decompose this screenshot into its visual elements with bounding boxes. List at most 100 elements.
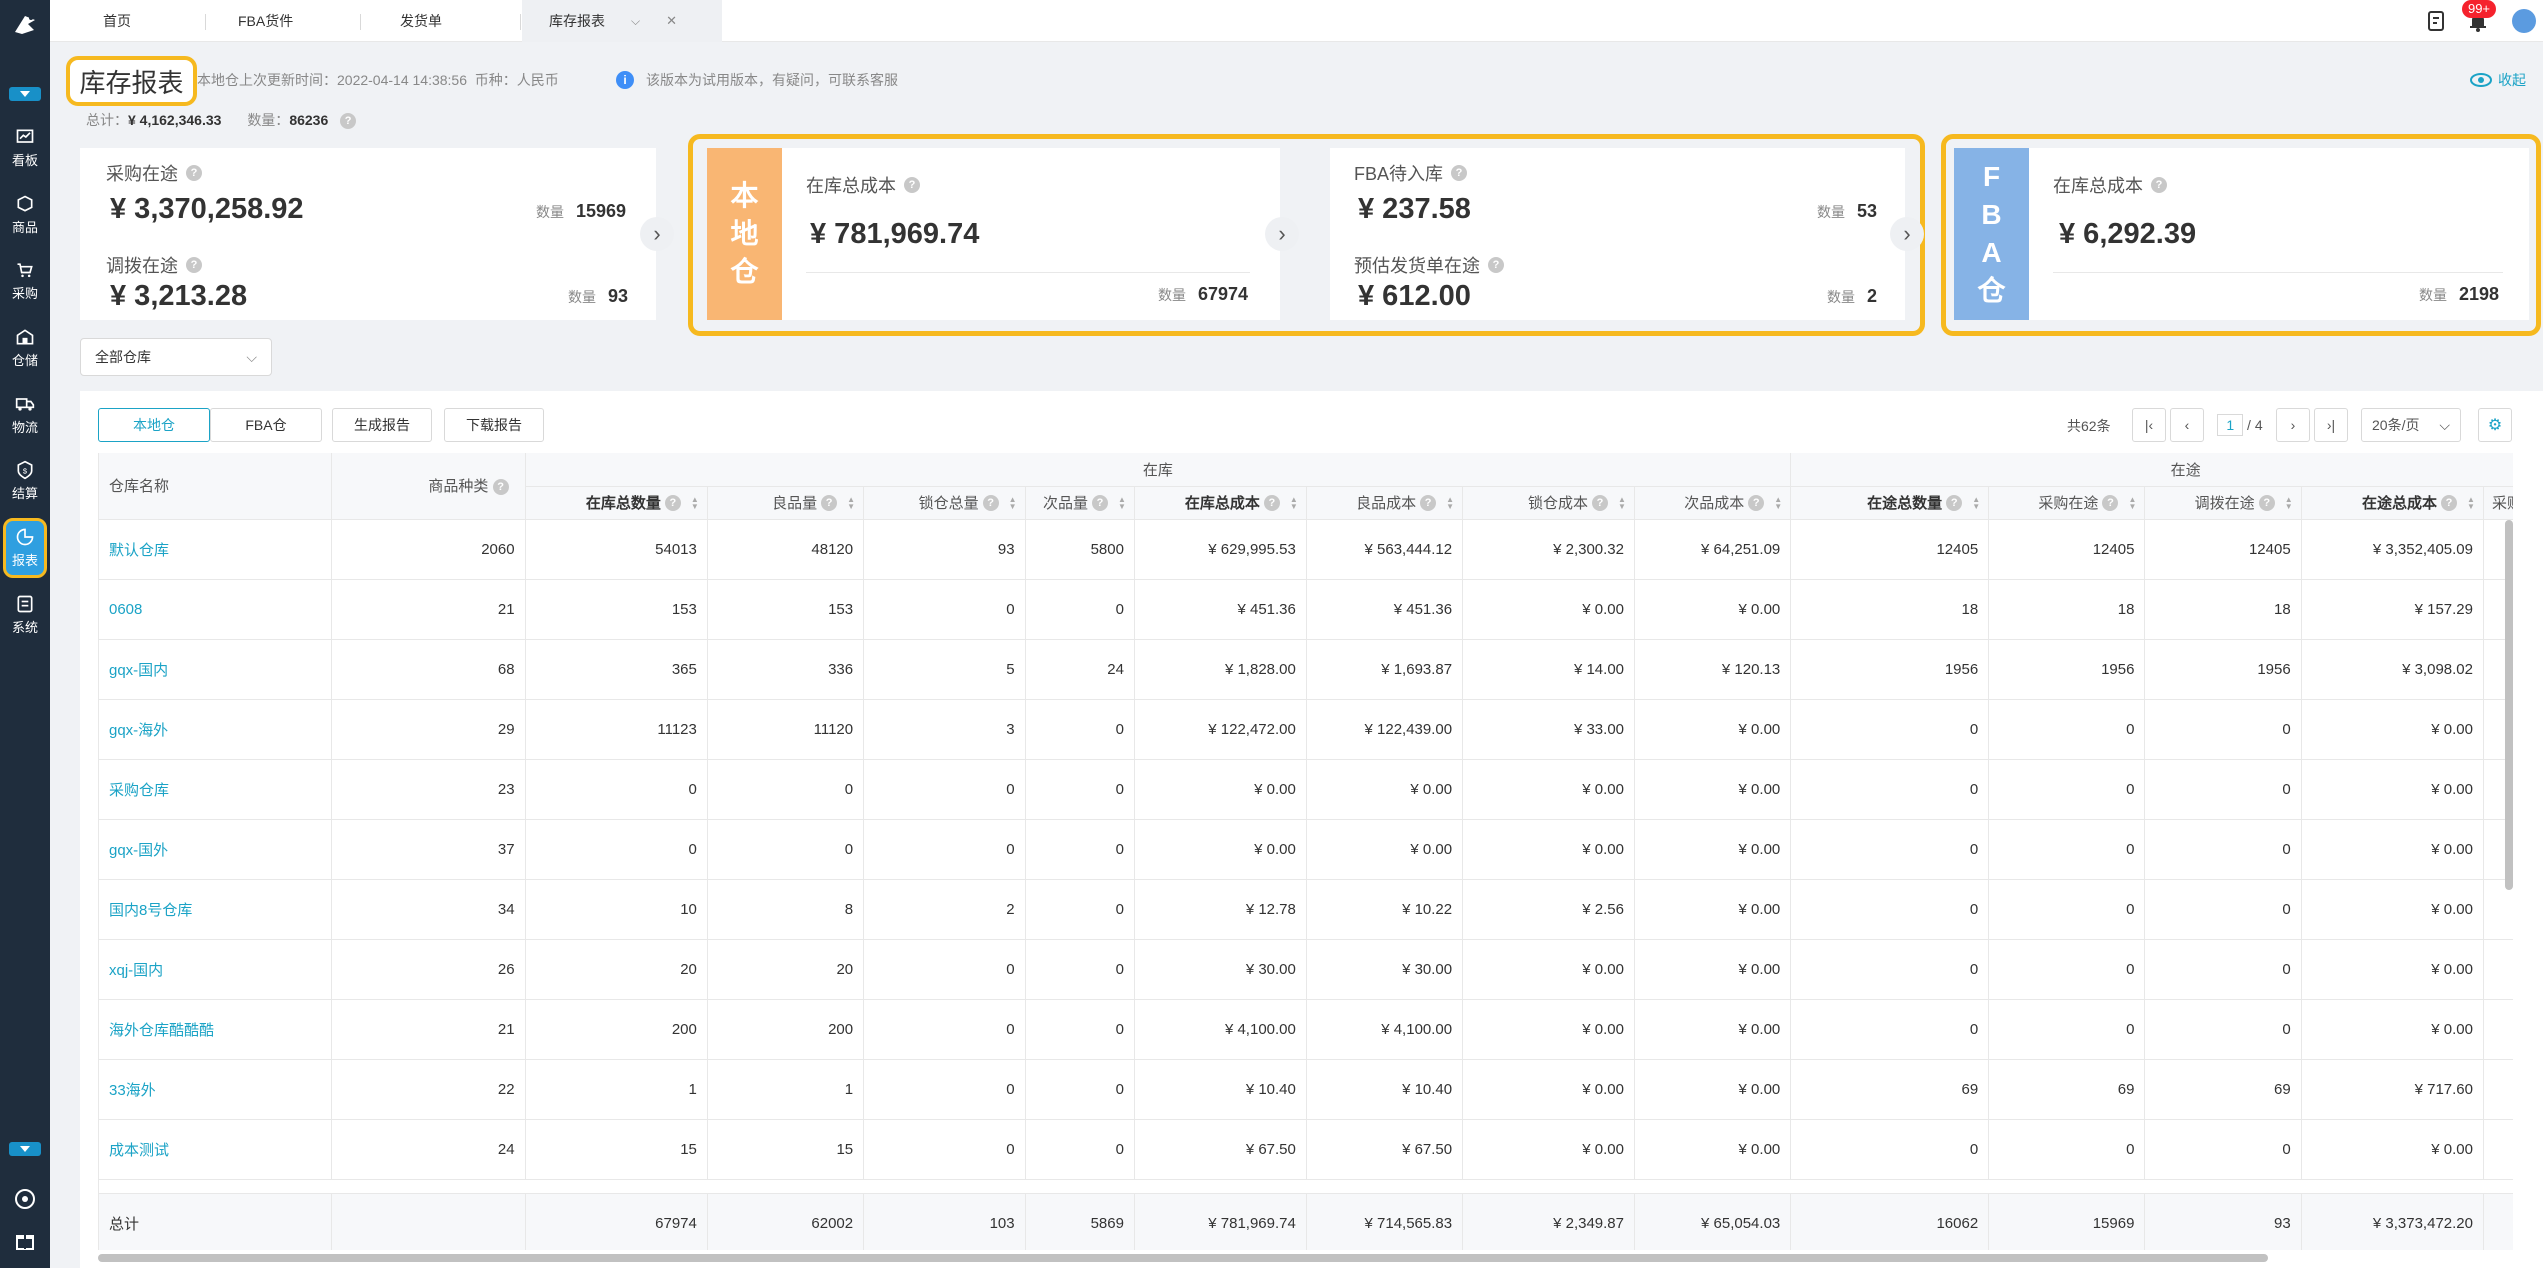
help-icon[interactable]: ? <box>982 494 999 511</box>
first-page-button[interactable]: |‹ <box>2132 408 2166 442</box>
warehouse-name-link[interactable]: 默认仓库 <box>99 519 332 580</box>
column-header[interactable]: 采购在途成 <box>2483 486 2513 520</box>
sidebar-collapse-toggle[interactable] <box>9 1142 41 1156</box>
gift-icon[interactable] <box>13 1228 37 1252</box>
generate-report-button[interactable]: 生成报告 <box>332 408 432 442</box>
collapse-button[interactable]: 收起 <box>2470 70 2526 90</box>
warehouse-name-link[interactable]: 33海外 <box>99 1059 332 1120</box>
column-header[interactable]: 良品成本? ▲ ▼ <box>1306 486 1464 520</box>
help-icon[interactable]: ? <box>1263 494 1280 511</box>
arrow-right-icon[interactable]: › <box>1890 217 1924 251</box>
help-icon[interactable]: ? <box>1451 165 1468 181</box>
help-icon[interactable]: ? <box>492 479 509 496</box>
sort-icon[interactable]: ▲ ▼ <box>1618 494 1626 511</box>
help-icon[interactable]: ? <box>1488 257 1504 273</box>
sidebar-item-dashboard[interactable]: 看板 <box>0 118 50 178</box>
sort-icon[interactable]: ▲ ▼ <box>2467 494 2475 511</box>
last-page-button[interactable]: ›| <box>2314 408 2348 442</box>
prev-page-button[interactable]: ‹ <box>2170 408 2204 442</box>
sort-icon[interactable]: ▲ ▼ <box>1289 494 1298 511</box>
arrow-right-icon[interactable]: › <box>1265 217 1299 251</box>
warehouse-name-link[interactable]: 0608 <box>99 579 332 640</box>
column-header[interactable]: 在库总成本? ▲ ▼ <box>1134 486 1307 520</box>
column-header[interactable]: 在途总数量? ▲ ▼ <box>1790 486 1990 520</box>
tab-shipping-orders[interactable]: 发货单 <box>400 13 442 29</box>
next-page-button[interactable]: › <box>2276 408 2310 442</box>
warehouse-name-link[interactable]: xqj-国内 <box>99 939 332 1000</box>
help-icon[interactable]: ? <box>1946 494 1963 511</box>
help-icon[interactable]: ? <box>2440 494 2457 511</box>
sort-icon[interactable]: ▲ ▼ <box>847 494 856 511</box>
tab-local-warehouse[interactable]: 本地仓 <box>98 408 210 442</box>
horizontal-scrollbar[interactable] <box>98 1254 2268 1262</box>
help-icon[interactable]: ? <box>821 494 838 511</box>
arrow-right-icon[interactable]: › <box>640 217 674 251</box>
column-header[interactable]: 采购在途? ▲ ▼ <box>1988 486 2146 520</box>
warehouse-select[interactable]: 全部仓库 ⌵ <box>80 338 272 376</box>
help-icon[interactable]: ? <box>340 113 357 130</box>
help-icon[interactable]: ? <box>2151 177 2167 193</box>
column-header[interactable]: 次品成本? ▲ ▼ <box>1634 486 1792 520</box>
sort-icon[interactable]: ▲ ▼ <box>690 494 699 511</box>
column-header[interactable]: 良品量? ▲ ▼ <box>707 486 865 520</box>
warehouse-name-link[interactable]: gqx-国内 <box>99 639 332 700</box>
sidebar-item-cart[interactable]: 采购 <box>0 251 50 311</box>
warehouse-name-link[interactable]: gqx-国外 <box>99 819 332 880</box>
page-size-select[interactable]: 20条/页 ⌵ <box>2361 408 2461 442</box>
column-header[interactable]: 锁仓成本? ▲ ▼ <box>1462 486 1635 520</box>
column-header[interactable]: 调拨在途? ▲ ▼ <box>2144 486 2302 520</box>
sort-icon[interactable]: ▲ ▼ <box>1008 494 1017 511</box>
warehouse-name-link[interactable]: 成本测试 <box>99 1119 332 1180</box>
support-icon[interactable] <box>13 1187 37 1211</box>
table-row: 国内8号仓库 34 10 8 2 0 ¥ 12.78 ¥ 10.22 ¥ 2.56 ¥ 0.00 0… <box>99 879 2513 940</box>
sort-icon[interactable]: ▲ ▼ <box>1446 494 1455 511</box>
column-header[interactable]: 在途总成本? ▲ ▼ <box>2301 486 2484 520</box>
sort-icon[interactable]: ▲ ▼ <box>2128 494 2137 511</box>
help-icon[interactable]: ? <box>664 494 681 511</box>
sidebar-item-report[interactable]: 报表 <box>3 518 47 578</box>
vertical-scrollbar[interactable] <box>2505 520 2513 890</box>
column-settings-button[interactable]: ⚙ <box>2478 408 2512 442</box>
purchase-transit-qty: 数量 15969 <box>536 201 627 221</box>
sidebar-item-warehouse[interactable]: 仓储 <box>0 318 50 378</box>
help-icon[interactable]: ? <box>1420 494 1437 511</box>
help-icon[interactable]: ? <box>1592 494 1608 511</box>
tab-fba-shipments[interactable]: FBA货件 <box>238 13 294 29</box>
sidebar-expand-toggle[interactable] <box>9 87 41 101</box>
notes-icon[interactable] <box>2425 9 2449 33</box>
column-header[interactable]: 次品量? ▲ ▼ <box>1025 486 1135 520</box>
help-icon[interactable]: ? <box>186 165 202 181</box>
column-header[interactable]: 在库总数量? ▲ ▼ <box>525 486 708 520</box>
sidebar-item-settlement[interactable]: $ 结算 <box>0 451 50 511</box>
table-cell: 0 <box>1790 759 1990 820</box>
tab-inventory-report[interactable]: 库存报表 ⌵ ✕ <box>522 0 722 42</box>
help-icon[interactable]: ? <box>2102 494 2119 511</box>
tab-home[interactable]: 首页 <box>103 13 131 29</box>
tab-divider <box>360 14 361 30</box>
help-icon[interactable]: ? <box>186 257 202 273</box>
page-title: 库存报表 <box>66 56 197 106</box>
page-indicator: 1 / 4 <box>2208 408 2272 442</box>
chevron-down-icon[interactable]: ⌵ <box>631 13 641 28</box>
sort-icon[interactable]: ▲ ▼ <box>1972 494 1981 511</box>
page-input[interactable]: 1 <box>2217 414 2244 436</box>
warehouse-name-link[interactable]: 采购仓库 <box>99 759 332 820</box>
avatar[interactable] <box>2512 9 2536 33</box>
tab-fba-warehouse[interactable]: FBA仓 <box>210 408 322 442</box>
download-report-button[interactable]: 下载报告 <box>444 408 544 442</box>
sidebar-item-product[interactable]: 商品 <box>0 185 50 245</box>
sidebar-item-truck[interactable]: 物流 <box>0 385 50 445</box>
warehouse-name-link[interactable]: 国内8号仓库 <box>99 879 332 940</box>
sort-icon[interactable]: ▲ ▼ <box>2284 494 2293 511</box>
warehouse-name-link[interactable]: 海外仓库酷酷酷 <box>99 999 332 1060</box>
sort-icon[interactable]: ▲ ▼ <box>1774 494 1783 511</box>
help-icon[interactable]: ? <box>1091 494 1108 511</box>
sort-icon[interactable]: ▲ ▼ <box>1118 494 1126 511</box>
help-icon[interactable]: ? <box>2258 494 2275 511</box>
warehouse-name-link[interactable]: gqx-海外 <box>99 699 332 760</box>
sidebar-item-system[interactable]: 系统 <box>0 585 50 645</box>
column-header[interactable]: 锁仓总量? ▲ ▼ <box>863 486 1026 520</box>
help-icon[interactable]: ? <box>904 177 920 193</box>
help-icon[interactable]: ? <box>1748 494 1765 511</box>
close-icon[interactable]: ✕ <box>666 13 678 28</box>
